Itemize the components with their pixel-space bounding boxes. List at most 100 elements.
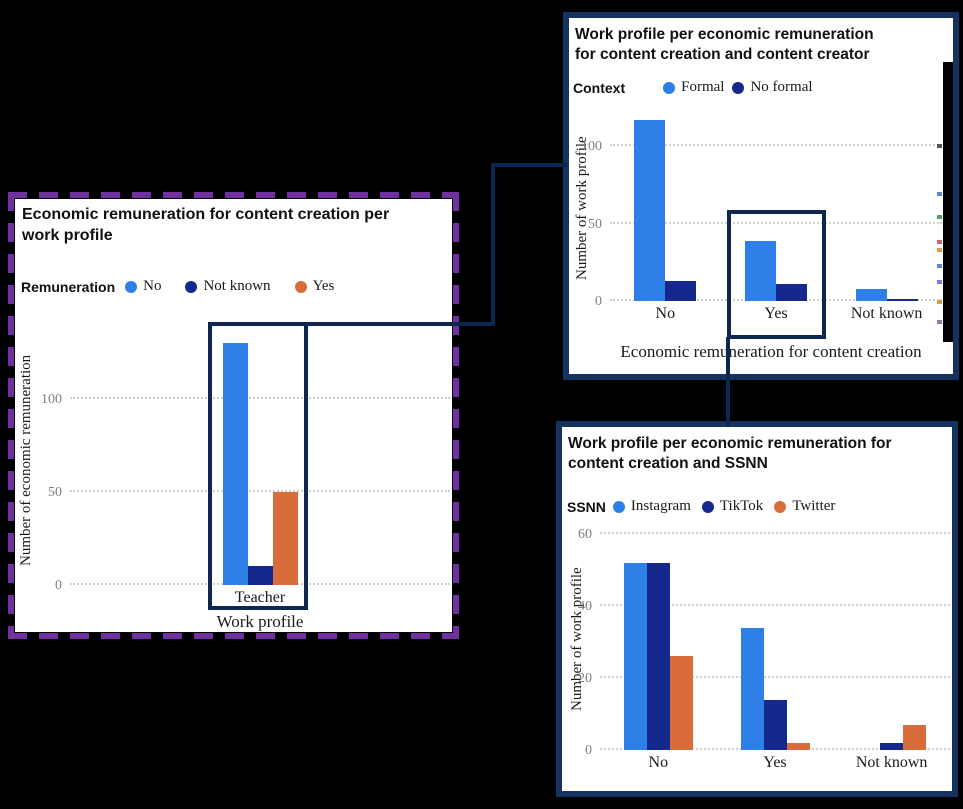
x-axis-title-a: Work profile: [216, 612, 304, 631]
connector-line-a-to-b-vertical: [491, 163, 495, 326]
legend-label-instagram: Instagram: [630, 498, 691, 514]
chart-title-c: Work profile per economic remuneration f…: [568, 434, 946, 474]
chart-panel-work-profile-content-creator: Work profile per economic remuneration f…: [563, 12, 959, 380]
chart-panel-remuneration-per-work-profile: Economic remuneration for content creati…: [8, 192, 459, 639]
tick-label-50: 50: [48, 485, 62, 501]
bar-no-formal: [886, 299, 918, 301]
legend-entry-instagram: Instagram: [612, 498, 691, 515]
bar-no-formal: [776, 284, 807, 301]
legend-keyword-a: Remuneration: [21, 278, 116, 295]
clipped-right-strip: [943, 62, 953, 342]
chart-panel-work-profile-ssnn: Work profile per economic remuneration f…: [556, 421, 958, 797]
y-axis-ticks-a: 0 50 100: [15, 334, 64, 593]
edge-fragment-1: [937, 192, 942, 196]
bar-tiktok: [880, 743, 904, 750]
connector-line-b-to-c: [726, 337, 730, 427]
bar-group-not-known: [857, 725, 927, 750]
legend-dot-twitter: [774, 500, 787, 513]
category-label-yes: Yes: [763, 754, 787, 771]
legend-b: Context Formal No formal: [573, 79, 813, 96]
edge-fragment-5: [937, 264, 942, 268]
tick-label-100: 100: [41, 392, 62, 408]
bar-no: [222, 343, 248, 585]
chart-title-a-line1: Economic remuneration for content creati…: [22, 206, 390, 223]
legend-entry-not-known: Not known: [185, 278, 271, 295]
legend-label-yes: Yes: [312, 278, 335, 294]
chart-canvas-a: Economic remuneration for content creati…: [15, 199, 452, 632]
legend-label-not-known: Not known: [203, 278, 271, 294]
edge-fragment-4: [937, 248, 942, 252]
legend-entry-formal: Formal: [663, 79, 724, 96]
tick-label-100: 100: [581, 139, 602, 155]
legend-label-no-formal: No formal: [750, 79, 813, 95]
edge-fragment-3: [937, 240, 942, 244]
legend-dot-instagram: [612, 500, 625, 513]
category-label-no: No: [648, 754, 669, 771]
bar-formal: [745, 241, 776, 301]
dashed-border-bottom: [8, 633, 459, 639]
category-label-teacher: Teacher: [234, 589, 286, 606]
tick-label-20: 20: [578, 671, 592, 687]
legend-dot-no-formal: [732, 81, 745, 94]
legend-entries-c: Instagram TikTok Twitter: [612, 498, 836, 515]
legend-c: SSNN Instagram TikTok Twitter: [567, 498, 835, 515]
bar-group-yes: [745, 241, 807, 301]
legend-label-twitter: Twitter: [792, 498, 836, 514]
tick-label-50: 50: [588, 216, 602, 232]
legend-dot-not-known: [185, 280, 198, 293]
chart-title-c-line2: content creation and SSNN: [568, 455, 768, 473]
bar-no-formal: [665, 281, 697, 301]
category-label-not-known: Not known: [855, 754, 928, 771]
tick-label-40: 40: [578, 599, 592, 615]
gridline-40: [600, 604, 950, 607]
edge-fragment-7: [937, 300, 942, 304]
bar-twitter: [669, 656, 693, 750]
connector-line-a-to-b-horizontal: [306, 322, 493, 326]
legend-entry-yes: Yes: [294, 278, 335, 295]
edge-fragment-0: [937, 144, 942, 148]
bar-twitter: [903, 725, 927, 750]
legend-keyword-c: SSNN: [567, 498, 606, 515]
legend-entry-no: No: [125, 278, 161, 295]
gridline-50: [70, 490, 450, 493]
legend-dot-tiktok: [701, 500, 714, 513]
bar-group-not-known: [855, 289, 918, 301]
category-label-yes: Yes: [764, 305, 788, 322]
legend-entries-b: Formal No formal: [663, 79, 813, 96]
bar-tiktok: [646, 563, 670, 750]
x-axis-title-b: Economic remuneration for content creati…: [620, 342, 922, 361]
dashed-border-right: [453, 192, 459, 639]
chart-title-b-line1: Work profile per economic remuneration: [575, 26, 874, 43]
bar-tiktok: [763, 700, 787, 750]
bar-formal: [634, 120, 666, 301]
gridline-100: [70, 397, 450, 400]
legend-entry-no-formal: No formal: [732, 79, 813, 96]
legend-label-no: No: [143, 278, 162, 294]
category-label-not-known: Not known: [850, 305, 923, 322]
chart-title-a: Economic remuneration for content creati…: [22, 205, 444, 247]
bar-group-teacher: [222, 343, 298, 585]
y-axis-ticks-c: 0 20 40 60: [562, 527, 594, 758]
category-label-no: No: [655, 305, 676, 322]
bar-twitter: [786, 743, 810, 750]
category-labels-a: Teacher: [70, 589, 450, 609]
plot-area-a: [70, 334, 450, 585]
legend-label-formal: Formal: [681, 79, 725, 95]
bar-group-yes: [740, 628, 810, 750]
legend-entry-tiktok: TikTok: [701, 498, 763, 515]
legend-dot-no: [125, 280, 138, 293]
tick-label-0: 0: [55, 578, 62, 593]
chart-title-a-line2: work profile: [22, 226, 113, 244]
edge-fragment-6: [937, 280, 942, 284]
chart-title-c-line1: Work profile per economic remuneration f…: [568, 435, 892, 452]
plot-area-b: [610, 112, 942, 301]
category-labels-c: No Yes Not known: [600, 754, 950, 774]
gridline-50: [610, 221, 942, 224]
bar-not-known: [247, 566, 273, 585]
bar-instagram: [623, 563, 647, 750]
y-axis-ticks-b: 0 50 100: [569, 112, 604, 309]
category-labels-b: No Yes Not known: [610, 305, 942, 325]
edge-fragment-8: [937, 320, 942, 324]
bar-yes: [272, 492, 298, 585]
